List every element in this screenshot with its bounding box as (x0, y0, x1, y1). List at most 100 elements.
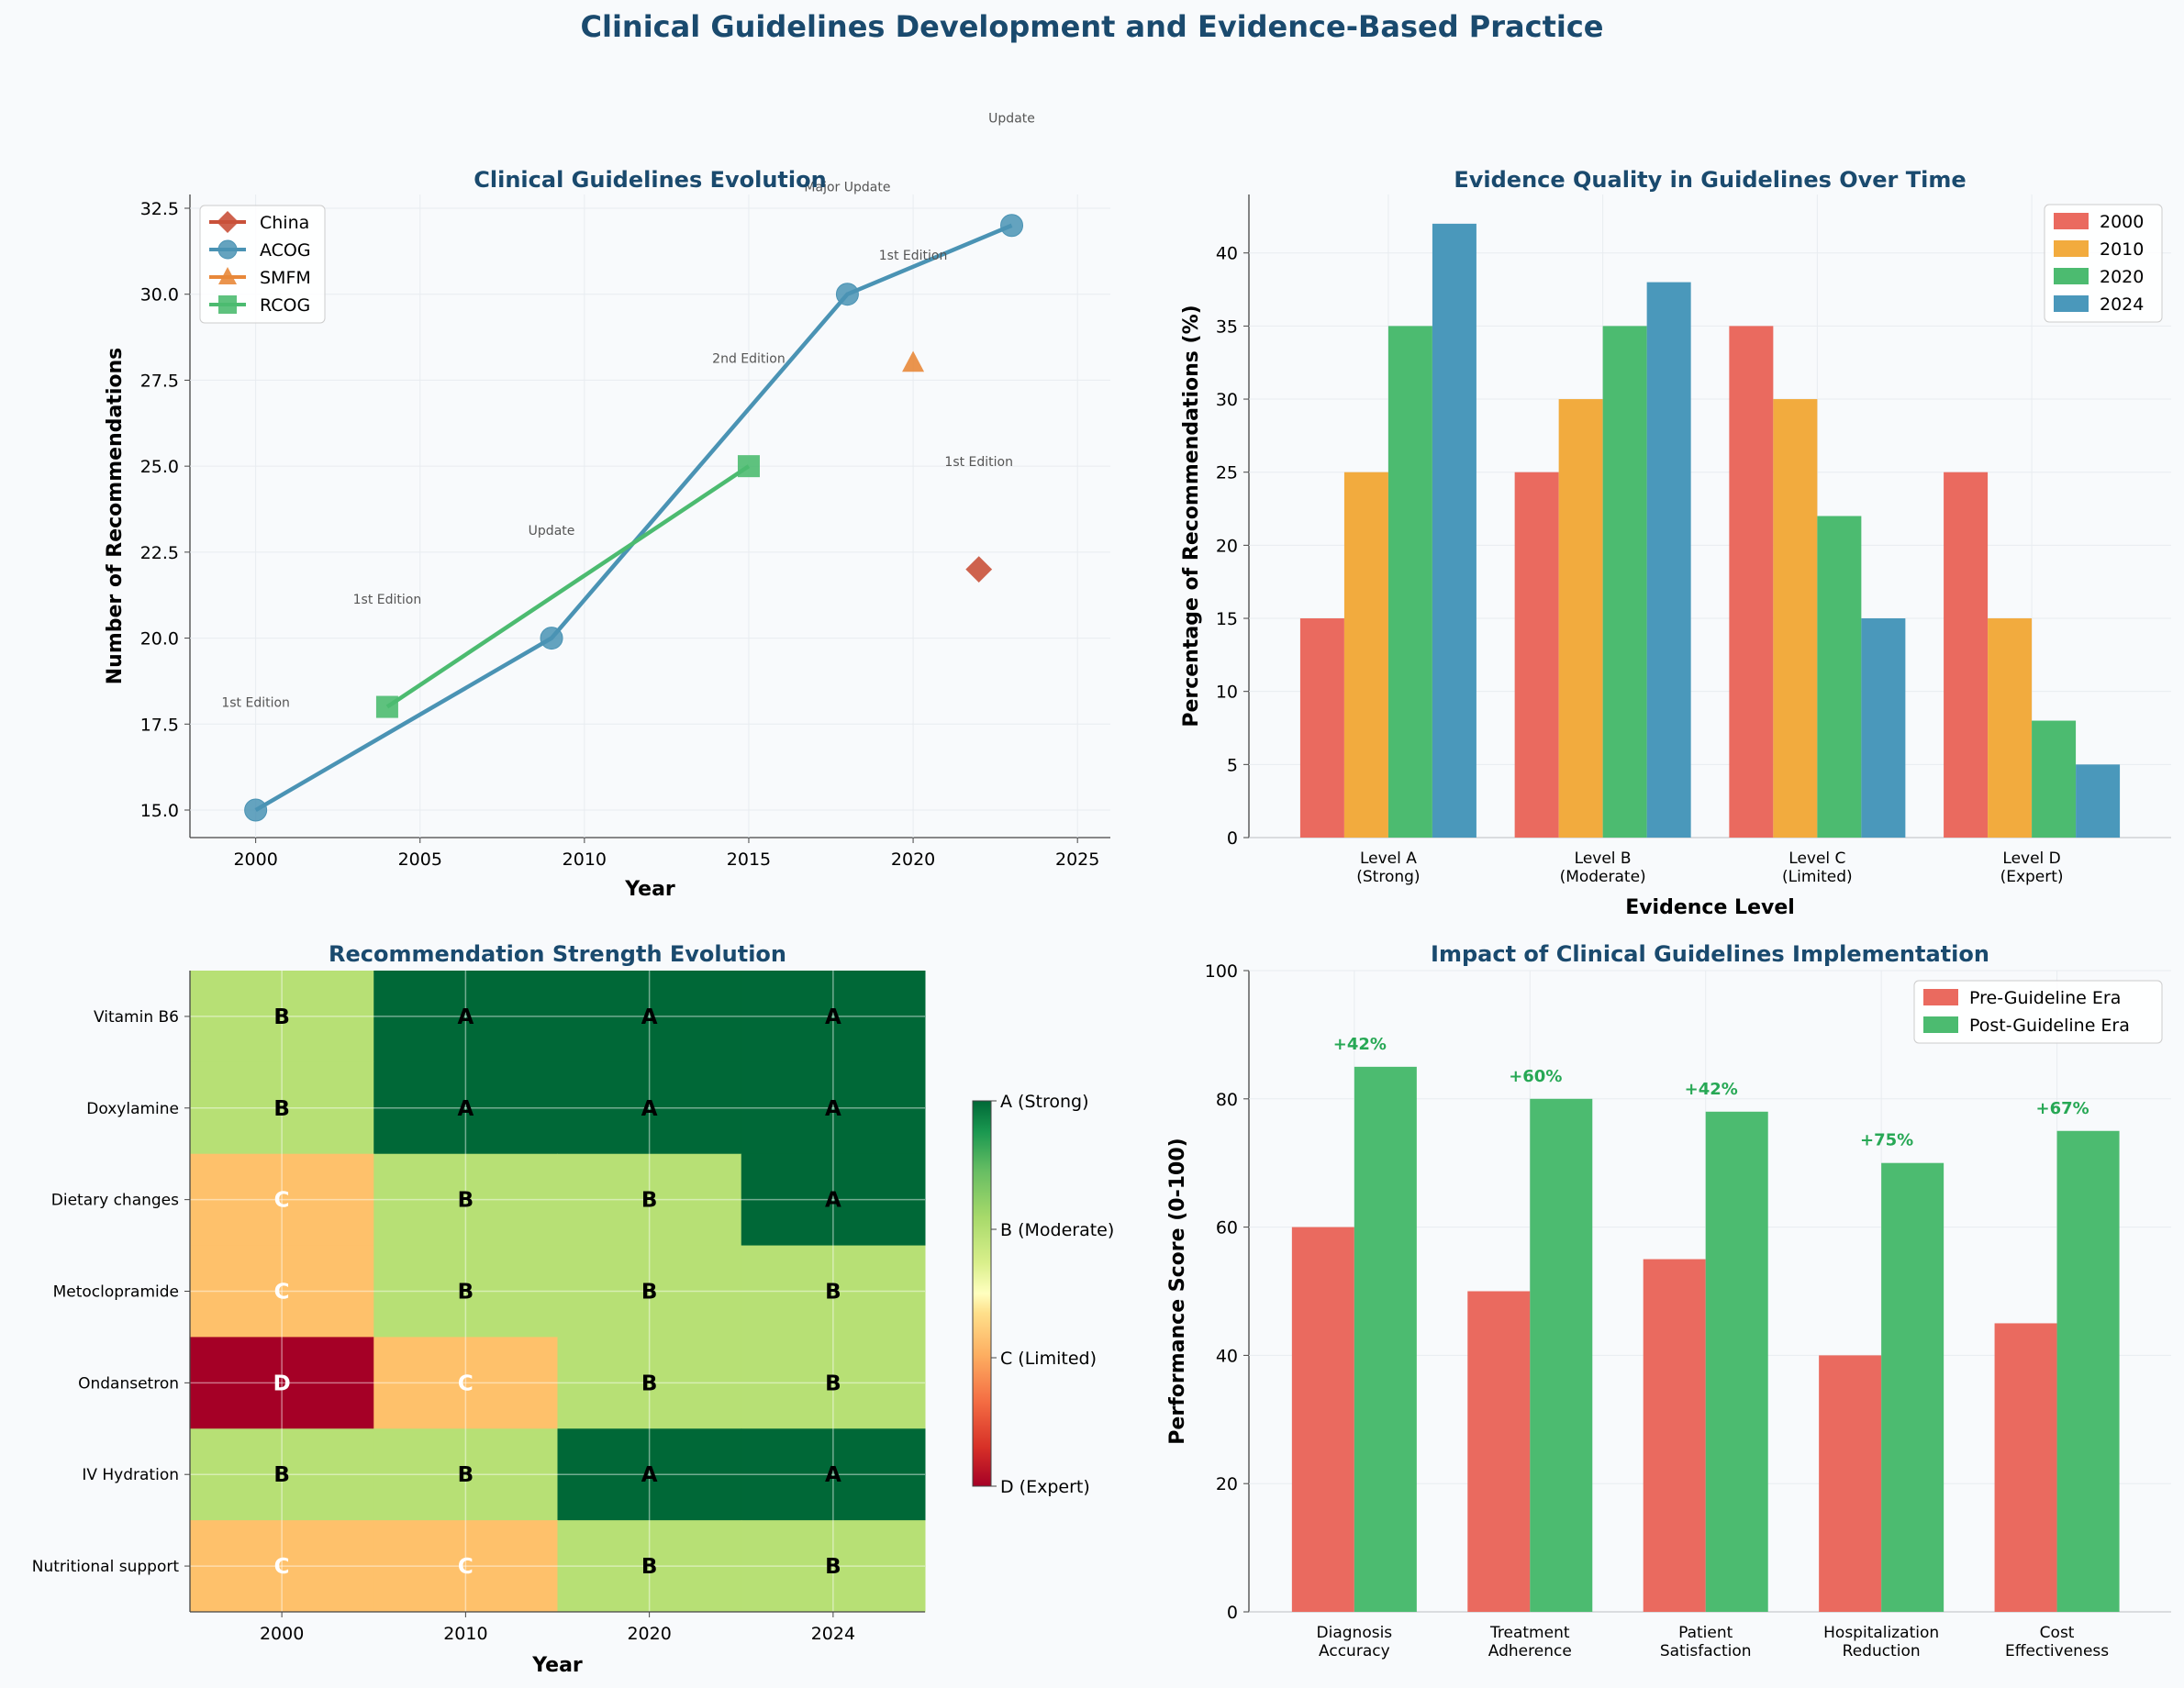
impact-category-label: Hospitalization (1823, 1624, 1939, 1642)
evolution-y-tick-label: 30.0 (140, 285, 179, 305)
legend-label-2010: 2010 (2100, 239, 2144, 260)
annotation-label: 1st Edition (879, 249, 948, 263)
legend-marker-china (217, 211, 239, 233)
quality-y-tick-label: 5 (1227, 755, 1238, 775)
legend-label-smfm: SMFM (260, 268, 311, 288)
legend-label-china: China (260, 213, 309, 233)
strength-row-label: Nutritional support (32, 1558, 180, 1576)
cell-nutritional-support-2010 (373, 1520, 558, 1613)
cell-doxylamine-2024 (741, 1061, 926, 1155)
cell-nutritional-support-2020 (557, 1520, 742, 1613)
cell-vitamin-b6-2010 (373, 971, 558, 1063)
legend-swatch-2010 (2054, 240, 2089, 257)
cell-grade-label: B (458, 1189, 474, 1213)
panel-recommendation-strength: B A A A Vitamin B6 B A A A Doxylamine C B B A Dietary … (32, 941, 1115, 1677)
annotation-label: 1st Edition (944, 455, 1013, 470)
bar-2000-level-c (1729, 326, 1774, 838)
panel-evidence-quality: 0 5 10 15 20 25 30 35 40 Level A(Strong) Level B(M… (1180, 167, 2171, 919)
evolution-y-tick-label: 20.0 (140, 629, 179, 650)
quality-y-tick-label: 35 (1216, 316, 1238, 337)
cell-metoclopramide-2020 (557, 1245, 742, 1338)
cell-grade-label: C (274, 1555, 290, 1579)
impact-category-label: Patient (1678, 1624, 1733, 1642)
evolution-legend-box (199, 205, 326, 324)
impact-category-sublabel: Satisfaction (1660, 1642, 1752, 1660)
quality-category-sublabel: (Expert) (2000, 868, 2064, 886)
cell-grade-label: C (458, 1555, 474, 1579)
point-china-2022 (965, 556, 993, 583)
impact-y-label: Performance Score (0-100) (1166, 1138, 1189, 1444)
cell-dietary-changes-2000 (190, 1153, 374, 1247)
legend-label-2020: 2020 (2100, 267, 2144, 287)
impact-y-tick-label: 100 (1205, 961, 1238, 982)
quality-x-label: Evidence Level (1625, 896, 1795, 919)
cell-doxylamine-2020 (557, 1061, 742, 1155)
bar-2024-level-d (2076, 764, 2121, 838)
bar-2010-level-c (1773, 399, 1818, 838)
cell-grade-label: B (273, 1463, 290, 1487)
quality-y-tick-label: 15 (1216, 609, 1238, 629)
bar-pre-guideline-era-diagnosis (1291, 1227, 1354, 1612)
legend-swatch-pre-guideline-era (1923, 989, 1958, 1005)
legend-label-rcog: RCOG (260, 295, 310, 316)
evolution-y-tick-label: 22.5 (140, 543, 179, 563)
figure-title: Clinical Guidelines Development and Evid… (581, 9, 1604, 44)
legend-marker-acog (217, 239, 238, 260)
cell-nutritional-support-2024 (741, 1520, 926, 1613)
impact-y-tick-label: 0 (1227, 1603, 1238, 1623)
annotation-label: Update (529, 524, 575, 539)
legend-marker-rcog (218, 295, 237, 314)
strength-row-label: Dietary changes (51, 1192, 179, 1210)
cell-grade-label: B (641, 1281, 658, 1305)
strength-title: Recommendation Strength Evolution (329, 941, 786, 967)
colorbar-label: C (Limited) (1000, 1349, 1097, 1369)
quality-legend-box (2044, 204, 2163, 323)
bar-2010-level-b (1558, 399, 1603, 838)
cell-iv-hydration-2024 (741, 1428, 926, 1521)
series-line-acog (254, 223, 1013, 812)
evolution-x-tick-label: 2015 (727, 850, 771, 870)
point-smfm-2020 (902, 350, 925, 372)
bar-pre-guideline-era-patient (1643, 1259, 1706, 1612)
point-acog-2018 (835, 283, 859, 306)
legend-swatch-2024 (2054, 295, 2089, 312)
impact-y-tick-label: 40 (1216, 1346, 1238, 1366)
cell-ondansetron-2024 (741, 1337, 926, 1429)
quality-y-tick-label: 20 (1216, 536, 1238, 556)
strength-row-label: Ondansetron (78, 1374, 179, 1393)
impact-category-sublabel: Adherence (1488, 1642, 1572, 1660)
quality-y-tick-label: 30 (1216, 390, 1238, 410)
bar-2010-level-a (1343, 472, 1388, 838)
impact-legend: Pre-Guideline Era Post-Guideline Era (1913, 980, 2163, 1044)
cell-grade-label: C (274, 1189, 290, 1213)
legend-label-post-guideline-era: Post-Guideline Era (1969, 1016, 2130, 1036)
bar-2000-level-a (1299, 618, 1344, 838)
cell-grade-label: B (825, 1555, 841, 1579)
colorbar (972, 1100, 992, 1487)
cell-grade-label: A (825, 1189, 841, 1213)
evolution-x-label: Year (624, 878, 675, 901)
gain-label: +42% (1333, 1035, 1387, 1054)
cell-ondansetron-2000 (190, 1337, 374, 1429)
point-rcog-2015 (737, 455, 760, 478)
impact-category-label: Diagnosis (1317, 1624, 1393, 1642)
cell-vitamin-b6-2000 (190, 971, 374, 1063)
point-acog-2009 (540, 627, 563, 650)
gain-label: +60% (1509, 1067, 1562, 1086)
quality-category-label: Level D (2002, 850, 2060, 868)
cell-metoclopramide-2024 (741, 1245, 926, 1338)
cell-grade-label: B (458, 1463, 474, 1487)
evolution-y-tick-label: 25.0 (140, 457, 179, 477)
cell-grade-label: B (273, 1097, 290, 1121)
bar-2020-level-b (1602, 326, 1647, 838)
cell-iv-hydration-2010 (373, 1428, 558, 1521)
bar-pre-guideline-era-treatment (1467, 1291, 1531, 1612)
quality-category-sublabel: (Strong) (1356, 868, 1420, 886)
cell-grade-label: B (825, 1281, 841, 1305)
legend-swatch-post-guideline-era (1923, 1016, 1958, 1033)
impact-y-tick-label: 60 (1216, 1218, 1238, 1238)
point-acog-2000 (244, 798, 268, 822)
evolution-x-tick-label: 2010 (563, 850, 607, 870)
cell-grade-label: C (274, 1281, 290, 1305)
bar-2024-level-b (1646, 282, 1691, 838)
